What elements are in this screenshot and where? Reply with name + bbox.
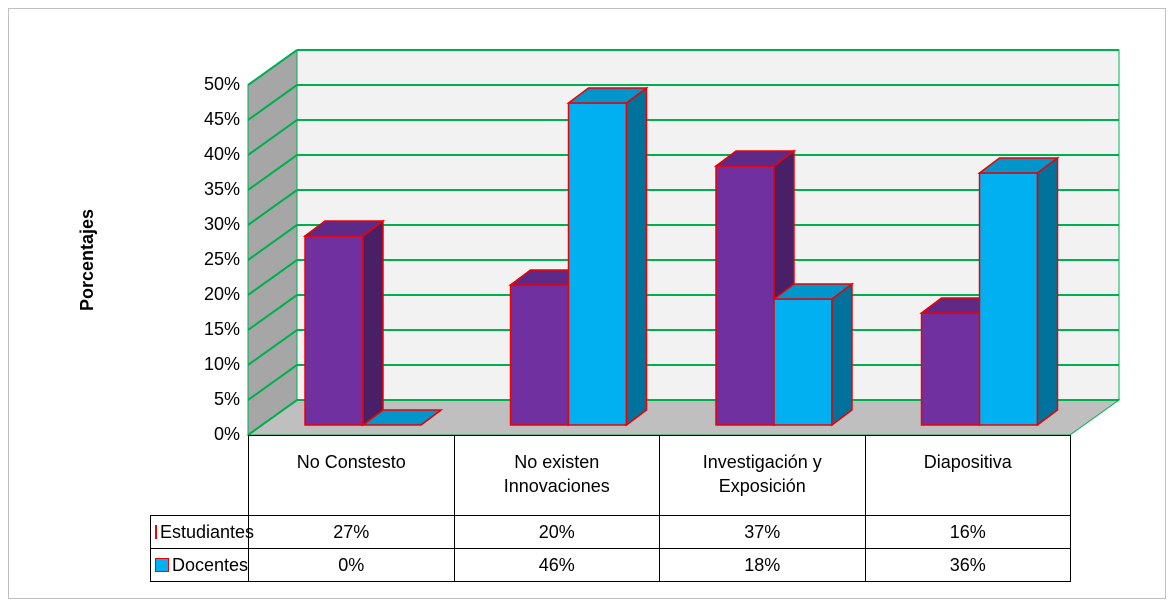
y-tick-label: 30%	[204, 214, 240, 234]
bar-top	[360, 409, 444, 426]
y-tick-label: 45%	[204, 109, 240, 129]
bar	[773, 298, 833, 426]
y-tick-label: 35%	[204, 179, 240, 199]
category-label: No Constesto	[248, 435, 455, 516]
bar-top	[771, 283, 855, 300]
legend-swatch	[155, 525, 157, 539]
data-table-value: 18%	[659, 548, 866, 582]
data-table-value: 16%	[864, 515, 1071, 549]
y-tick-label: 50%	[204, 74, 240, 94]
data-table-value: 46%	[453, 548, 660, 582]
bar-side	[831, 282, 853, 427]
grid-line	[247, 119, 298, 156]
grid-line	[247, 154, 298, 191]
grid-line	[247, 189, 298, 226]
y-tick-label: 0%	[214, 424, 240, 444]
data-table-value: 27%	[248, 515, 455, 549]
bar	[567, 102, 628, 426]
chart-frame	[8, 8, 1166, 599]
y-tick-label: 25%	[204, 249, 240, 269]
legend-entry: Estudiantes	[150, 515, 254, 549]
y-tick-label: 15%	[204, 319, 240, 339]
grid-line	[247, 364, 298, 401]
bar	[920, 312, 981, 426]
category-label: Investigación y Exposición	[659, 435, 866, 516]
data-table-value: 0%	[248, 548, 455, 582]
y-tick-label: 5%	[214, 389, 240, 409]
legend-entry: Docentes	[150, 548, 249, 582]
grid-line	[247, 84, 298, 121]
y-tick-label: 40%	[204, 144, 240, 164]
data-table-value: 20%	[453, 515, 660, 549]
data-table-value: 36%	[864, 548, 1071, 582]
bar-top	[713, 150, 797, 167]
legend-swatch	[155, 558, 169, 572]
data-table-value: 37%	[659, 515, 866, 549]
grid-line	[247, 224, 298, 261]
bar-top	[302, 220, 386, 237]
bar-top	[977, 157, 1060, 174]
bar	[509, 284, 570, 426]
y-tick-label: 20%	[204, 284, 240, 304]
category-label: No existen Innovaciones	[453, 435, 660, 516]
grid-line	[247, 294, 298, 331]
grid-line	[247, 399, 298, 436]
grid-line	[247, 329, 298, 366]
grid-line	[247, 49, 298, 86]
bar	[978, 172, 1039, 426]
y-tick-label: 10%	[204, 354, 240, 374]
bar	[304, 235, 364, 426]
bar-side	[362, 219, 384, 427]
category-label: Diapositiva	[864, 435, 1071, 516]
bar-top	[566, 87, 649, 104]
legend-label: Estudiantes	[160, 522, 255, 542]
legend-label: Docentes	[171, 555, 248, 575]
grid-line	[247, 259, 298, 296]
y-axis-label: Porcentajes	[77, 209, 97, 311]
bar-side	[625, 86, 648, 427]
bar	[715, 165, 775, 426]
bar-side	[1036, 156, 1059, 427]
